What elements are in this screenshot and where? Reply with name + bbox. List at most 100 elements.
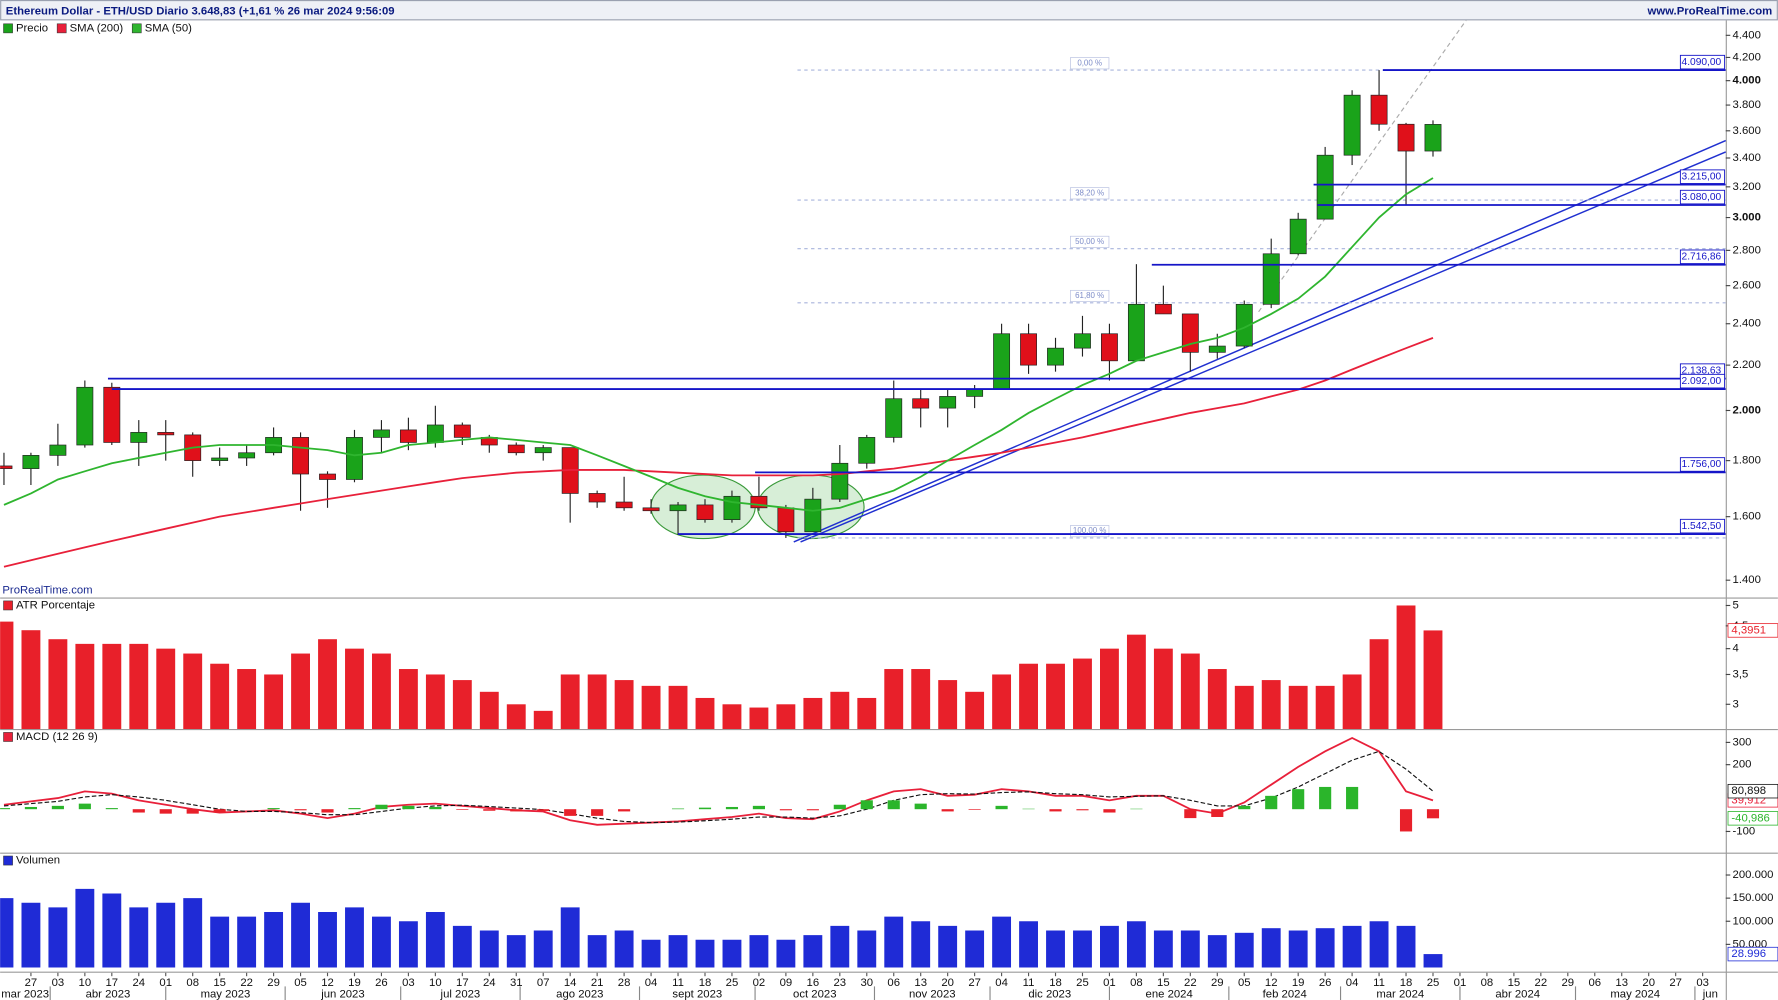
bar [914, 803, 927, 810]
bar [857, 930, 877, 968]
bar [965, 691, 985, 730]
bar [1319, 786, 1332, 810]
bar [456, 809, 469, 810]
candle-body [1397, 123, 1415, 152]
x-tick-label: 13 [1615, 977, 1628, 989]
month-label: mar 2024 [1376, 988, 1424, 1000]
x-tick-label: 18 [699, 977, 712, 989]
bar [156, 648, 176, 730]
level-label: 2.092,00 [1682, 376, 1722, 387]
y-tick-label: -100 [1733, 825, 1756, 837]
month-label: may 2023 [201, 988, 251, 1000]
bar [1180, 930, 1200, 968]
x-tick-label: 11 [1023, 977, 1035, 989]
y-tick-label: 3.800 [1733, 99, 1761, 111]
bar [129, 643, 149, 730]
bar [1369, 639, 1389, 730]
bar [591, 809, 604, 816]
y-tick-label: 4.200 [1733, 51, 1761, 63]
x-tick-label: 03 [402, 977, 415, 989]
candle-body [292, 437, 309, 475]
bar [237, 669, 257, 730]
bar [1153, 930, 1173, 968]
x-tick-label: 10 [79, 977, 92, 989]
fib-label-box [1070, 289, 1110, 302]
month-label: may 2024 [1610, 988, 1660, 1000]
candle-body [1316, 154, 1334, 220]
y-tick-label: 4.000 [1733, 75, 1761, 87]
bar [318, 639, 337, 730]
x-tick-label: 08 [186, 977, 199, 989]
x-tick-label: 24 [483, 977, 496, 989]
fib-label-box [1070, 187, 1110, 200]
panel [0, 605, 1443, 730]
candle-body [453, 424, 471, 438]
bar [345, 648, 364, 730]
candle-body [49, 444, 67, 456]
bar [1265, 795, 1278, 810]
bar [860, 800, 873, 810]
panel [0, 888, 1443, 968]
bar [1342, 674, 1362, 730]
bar [671, 808, 685, 810]
bar [884, 916, 904, 968]
x-tick-label: 01 [1454, 977, 1467, 989]
candle-body [1235, 303, 1253, 347]
x-tick-label: 22 [1535, 977, 1548, 989]
candle-body [966, 389, 984, 397]
last-value-label: 80,898 [1731, 785, 1766, 797]
level-label-box [1679, 249, 1726, 265]
level-label: 1.542,50 [1682, 521, 1722, 532]
bar [830, 691, 850, 730]
y-tick-label: 100.000 [1733, 915, 1774, 927]
bar [210, 916, 230, 968]
candle-body [238, 452, 256, 459]
bar [668, 685, 688, 730]
bar [995, 805, 1008, 810]
bar [210, 663, 230, 730]
bar [1046, 663, 1065, 730]
candle-body [993, 333, 1011, 390]
bar [0, 621, 14, 730]
bar [267, 808, 280, 810]
legend-swatch [3, 732, 13, 742]
bar [102, 643, 122, 730]
panel: 0,00 % 38,20 % 50,00 % 61,80 % 100,00 % 4.090… [0, 54, 1726, 568]
bar [75, 643, 95, 730]
candle-body [211, 457, 229, 461]
bar [587, 674, 607, 730]
candle-body [669, 504, 687, 512]
x-tick-label: 20 [1642, 977, 1655, 989]
candle-body [885, 398, 903, 438]
bar [51, 805, 64, 810]
fib-label: 100,00 % [1073, 526, 1106, 535]
bar [506, 704, 526, 730]
candle-body [22, 455, 40, 469]
y-tick-label: 2.800 [1733, 244, 1761, 256]
bar [398, 921, 418, 968]
candle-body [777, 507, 795, 533]
x-tick-label: 23 [834, 977, 847, 989]
level-label: 2.138,63 [1682, 365, 1722, 376]
x-tick-label: 30 [860, 977, 873, 989]
x-tick-label: 27 [968, 977, 981, 989]
fib-label: 50,00 % [1075, 237, 1104, 246]
x-tick-label: 07 [537, 977, 550, 989]
bar [1234, 685, 1254, 730]
y-tick-label: 3.400 [1733, 152, 1761, 164]
bar [857, 697, 877, 730]
header-bar [0, 0, 1778, 21]
y-tick-label: 150.000 [1733, 892, 1774, 904]
bar [132, 809, 145, 813]
bar [1396, 605, 1416, 730]
bar [1019, 921, 1038, 968]
bar [749, 707, 769, 730]
bar [0, 808, 11, 810]
bar [695, 697, 715, 730]
y-tick-label: 2.200 [1733, 359, 1761, 371]
bar [348, 808, 361, 810]
bar [183, 898, 203, 968]
bar [1126, 921, 1146, 968]
candle-body [1424, 124, 1442, 152]
candle-body [76, 386, 94, 446]
